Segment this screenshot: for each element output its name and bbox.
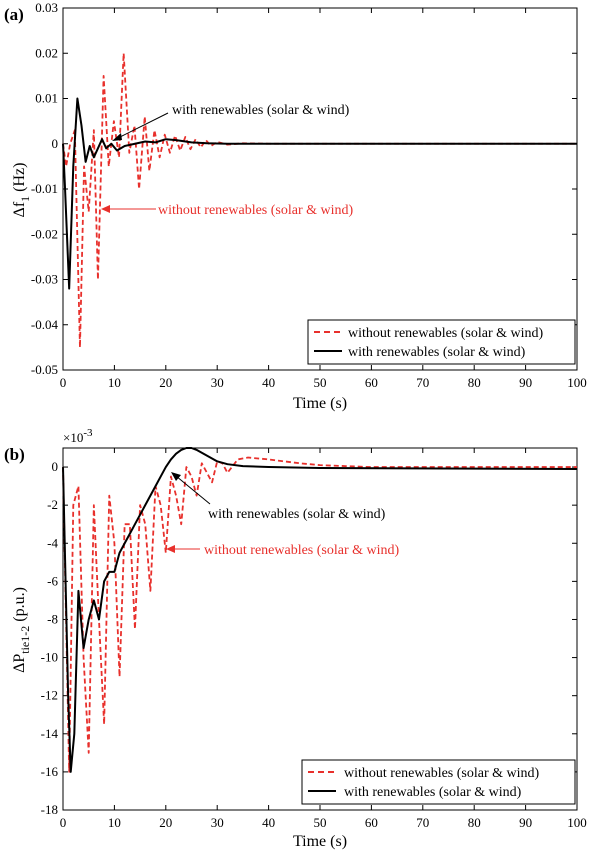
panel-a-legend-label-without: without renewables (solar & wind): [348, 326, 544, 341]
panel-a-label: (a): [4, 5, 24, 24]
panel-a-legend-box: [307, 319, 576, 365]
panel-b-plot-area: [62, 447, 578, 811]
panel-a-annotation-arrow-with: [117, 112, 169, 139]
panel-b: (b) ×10-3 0 -2 -4 -6 -8 -10 -12 -14 -16 -18 0 10 20…: [4, 427, 587, 850]
panel-a-series-line-without-renewables: [62, 52, 577, 349]
panel-a-annotation-without: without renewables (solar & wind): [158, 203, 354, 218]
panel-b-annotation-with: with renewables (solar & wind): [208, 507, 386, 522]
panel-a-y-tick-label: -0.04: [31, 317, 59, 332]
panel-b-y-tick-label: -18: [41, 802, 58, 817]
panel-b-x-tick-label: 100: [567, 815, 587, 830]
panel-a-y-tick-label: -0.01: [31, 181, 58, 196]
panel-b-y-tick-label: -12: [41, 688, 58, 703]
panel-b-x-tick-label: 60: [365, 815, 378, 830]
panel-a-y-tick-label: 0.03: [35, 0, 58, 15]
panel-a-legend: without renewables (solar & wind) with r…: [307, 319, 576, 365]
panel-b-y-tick-label: -16: [41, 764, 59, 779]
panel-b-annotation-arrowhead-with: [171, 472, 181, 481]
panel-a-x-tick-label: 90: [519, 375, 532, 390]
panel-b-x-tick-label: 10: [108, 815, 121, 830]
panel-a-x-tick-label: 30: [211, 375, 224, 390]
panel-b-y-tick-label: 0: [52, 459, 59, 474]
panel-b-x-ticks: 0 10 20 30 40 50 60 70 80 90 100: [60, 448, 587, 830]
panel-b-legend-box: [301, 759, 576, 805]
panel-b-y-axis-label: ΔPtie1-2 (p.u.): [11, 587, 32, 673]
panel-b-y-tick-label: -10: [41, 650, 58, 665]
panel-a-y-tick-label: 0.02: [35, 45, 58, 60]
panel-a-annotation-arrowhead-without: [101, 205, 110, 213]
panel-a-annotation-with: with renewables (solar & wind): [172, 103, 350, 118]
panel-a-x-tick-label: 50: [314, 375, 327, 390]
panel-b-y-tick-label: -8: [47, 611, 58, 626]
panel-b-legend-label-with: with renewables (solar & wind): [344, 785, 522, 800]
panel-b-series-line-without-renewables: [62, 456, 577, 773]
panel-b-label: (b): [4, 445, 25, 464]
panel-b-legend: without renewables (solar & wind) with r…: [301, 759, 576, 805]
panel-a-series-line-with-renewables: [62, 97, 577, 290]
panel-a-x-tick-label: 0: [60, 375, 67, 390]
panel-b-multiplier: ×10-3: [63, 427, 93, 445]
panel-b-x-tick-label: 70: [416, 815, 429, 830]
panel-a-y-tick-label: 0.01: [35, 91, 58, 106]
panel-b-x-axis-label: Time (s): [293, 833, 347, 850]
panel-b-x-tick-label: 30: [211, 815, 224, 830]
panel-a-y-tick-label: -0.05: [31, 362, 58, 377]
panel-a-series: [62, 52, 577, 349]
panel-a-x-tick-label: 60: [365, 375, 378, 390]
panel-b-series-line-with-renewables: [62, 447, 578, 773]
panel-a-x-tick-label: 100: [567, 375, 587, 390]
panel-a-y-tick-label: -0.02: [31, 226, 58, 241]
panel-a: (a) 0.03 0.02 0.01 0 -0.01 -0.02 -0.03 -0.04 -0.…: [4, 0, 587, 412]
panel-b-y-tick-label: -2: [47, 497, 58, 512]
panel-a-x-tick-label: 20: [159, 375, 172, 390]
panel-b-annotation-without: without renewables (solar & wind): [204, 543, 400, 558]
panel-b-x-tick-label: 40: [262, 815, 275, 830]
panel-b-x-tick-label: 80: [468, 815, 481, 830]
panel-a-y-tick-label: 0: [52, 136, 59, 151]
panel-a-x-ticks: 0 10 20 30 40 50 60 70 80 90 100: [60, 8, 587, 390]
panel-a-x-tick-label: 80: [468, 375, 481, 390]
panel-b-y-tick-label: -6: [47, 573, 58, 588]
panel-b-x-tick-label: 50: [314, 815, 327, 830]
panel-a-x-tick-label: 70: [416, 375, 429, 390]
panel-b-y-tick-label: -14: [41, 726, 59, 741]
panel-b-series: [62, 447, 578, 773]
panel-b-x-tick-label: 20: [159, 815, 172, 830]
panel-b-annotation-arrowhead-without: [166, 545, 175, 553]
panel-a-x-tick-label: 10: [108, 375, 121, 390]
panel-b-annotation-arrow-with: [175, 475, 211, 505]
panel-a-annotation-arrowhead-with: [112, 133, 122, 141]
panel-b-y-ticks: 0 -2 -4 -6 -8 -10 -12 -14 -16 -18: [41, 459, 577, 817]
panel-a-legend-label-with: with renewables (solar & wind): [348, 345, 526, 360]
panel-a-plot-area: [62, 7, 578, 371]
panel-a-y-tick-label: -0.03: [31, 272, 58, 287]
panel-b-legend-label-without: without renewables (solar & wind): [344, 766, 540, 781]
panel-a-y-axis-label: Δf1 (Hz): [11, 163, 32, 218]
panel-b-x-tick-label: 90: [519, 815, 532, 830]
panel-a-x-axis-label: Time (s): [293, 395, 347, 412]
panel-b-x-tick-label: 0: [60, 815, 67, 830]
panel-b-y-tick-label: -4: [47, 535, 58, 550]
panel-a-x-tick-label: 40: [262, 375, 275, 390]
